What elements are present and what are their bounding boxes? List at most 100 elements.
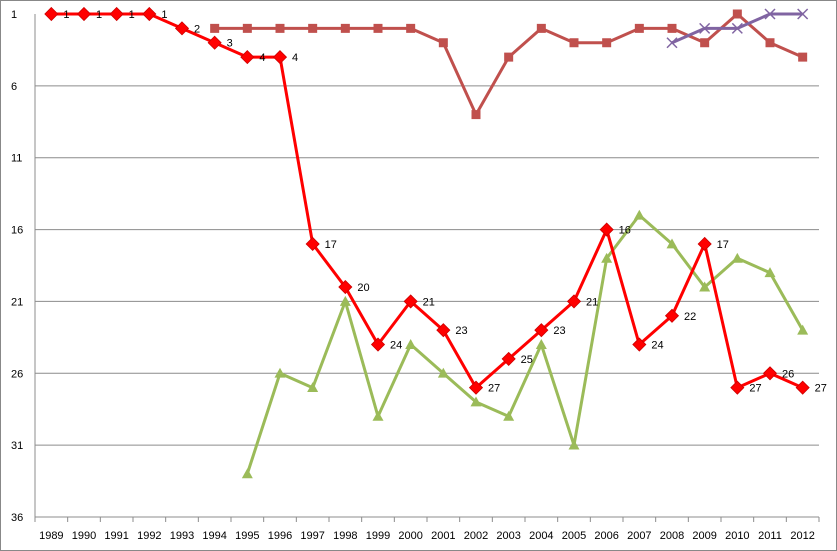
- x-tick-label: 1989: [39, 530, 63, 542]
- diamond-marker: [697, 236, 712, 252]
- square-marker: [471, 110, 481, 120]
- triangle-marker: [699, 281, 711, 292]
- square-marker: [275, 23, 285, 33]
- x-marker-stroke: [797, 8, 809, 20]
- data-label: 21: [586, 296, 598, 308]
- x-tick-label: 1995: [235, 530, 259, 542]
- series-x: [666, 8, 809, 49]
- x-tick-label: 2002: [464, 530, 488, 542]
- series-line: [51, 12, 804, 390]
- data-label: 16: [619, 225, 631, 237]
- x-tick-label: 1990: [72, 530, 96, 542]
- triangle-marker: [601, 252, 613, 263]
- x-tick-label: 2009: [692, 530, 716, 542]
- data-label: 26: [782, 368, 794, 380]
- data-label: 23: [553, 325, 565, 337]
- data-label: 27: [749, 383, 761, 395]
- triangle-marker: [731, 252, 743, 263]
- triangle-marker: [339, 295, 351, 306]
- data-label: 24: [390, 340, 402, 352]
- data-label: 4: [259, 52, 265, 64]
- square-marker: [700, 38, 710, 48]
- triangle-marker: [470, 396, 482, 407]
- y-tick-label: 36: [11, 512, 23, 524]
- square-marker: [732, 9, 742, 19]
- y-tick-label: 31: [11, 440, 23, 452]
- data-label: 1: [129, 9, 135, 21]
- x-tick-label: 1993: [170, 530, 194, 542]
- x-tick-label: 2000: [398, 530, 422, 542]
- data-label: 17: [325, 239, 337, 251]
- diamond-marker: [305, 236, 320, 252]
- square-marker: [504, 52, 514, 62]
- x-tick-label: 1999: [366, 530, 390, 542]
- x-tick-label: 2005: [562, 530, 586, 542]
- data-label: 17: [717, 239, 729, 251]
- square-marker: [438, 38, 448, 48]
- square-marker: [308, 23, 318, 33]
- data-label: 3: [227, 38, 233, 50]
- series-square: [210, 9, 808, 120]
- series-triangle: [241, 209, 809, 479]
- triangle-marker: [405, 339, 417, 349]
- square-marker: [340, 23, 350, 33]
- x-tick-label: 2003: [496, 530, 520, 542]
- triangle-marker: [503, 410, 515, 421]
- x-tick-label: 1996: [268, 530, 292, 542]
- square-marker: [569, 38, 579, 48]
- series-line: [245, 213, 805, 475]
- x-tick-label: 1998: [333, 530, 357, 542]
- diamond-marker: [44, 6, 59, 22]
- triangle-marker: [633, 209, 645, 220]
- square-marker: [536, 23, 546, 33]
- x-tick-label: 2006: [594, 530, 618, 542]
- diamond-marker: [566, 294, 582, 309]
- data-label: 23: [455, 325, 467, 337]
- triangle-marker: [372, 410, 384, 421]
- triangle-marker: [437, 367, 449, 378]
- triangle-marker: [307, 382, 319, 393]
- diamond-marker: [664, 308, 680, 323]
- triangle-marker: [797, 324, 809, 335]
- series-group: [44, 6, 810, 479]
- square-marker: [373, 23, 383, 33]
- diamond-marker: [272, 50, 288, 65]
- triangle-marker: [535, 339, 547, 349]
- diamond-marker: [795, 380, 810, 395]
- data-label: 1: [161, 9, 167, 21]
- y-tick-label: 16: [11, 225, 23, 237]
- triangle-marker: [274, 367, 286, 378]
- diamond-marker: [762, 366, 778, 381]
- triangle-marker: [241, 468, 253, 479]
- x-marker-stroke: [731, 22, 743, 34]
- square-marker: [602, 38, 612, 48]
- triangle-marker: [568, 439, 580, 450]
- diamond-marker: [174, 21, 190, 36]
- diamond-marker: [370, 337, 386, 352]
- x-tick-label: 1992: [137, 530, 161, 542]
- data-label: 22: [684, 311, 696, 323]
- x-tick-label: 1991: [104, 530, 128, 542]
- diamond-marker: [632, 337, 647, 352]
- diamond-marker: [599, 222, 614, 237]
- square-marker: [798, 52, 808, 62]
- y-tick-label: 6: [11, 81, 17, 93]
- x-tick-label: 2007: [627, 530, 651, 542]
- square-marker: [242, 23, 252, 33]
- data-label: 24: [651, 340, 663, 352]
- triangle-marker: [666, 238, 678, 249]
- y-tick-label: 21: [11, 296, 23, 308]
- data-label: 25: [521, 354, 533, 366]
- diamond-marker: [338, 279, 353, 295]
- x-marker-stroke: [666, 37, 678, 49]
- data-label: 1: [96, 9, 102, 21]
- x-tick-label: 1997: [300, 530, 324, 542]
- y-tick-label: 26: [11, 368, 23, 380]
- diamond-marker: [403, 294, 418, 309]
- data-label: 1: [63, 9, 69, 21]
- y-tick-label: 1: [11, 9, 17, 21]
- diamond-marker: [501, 351, 516, 366]
- series-diamond: [44, 6, 810, 395]
